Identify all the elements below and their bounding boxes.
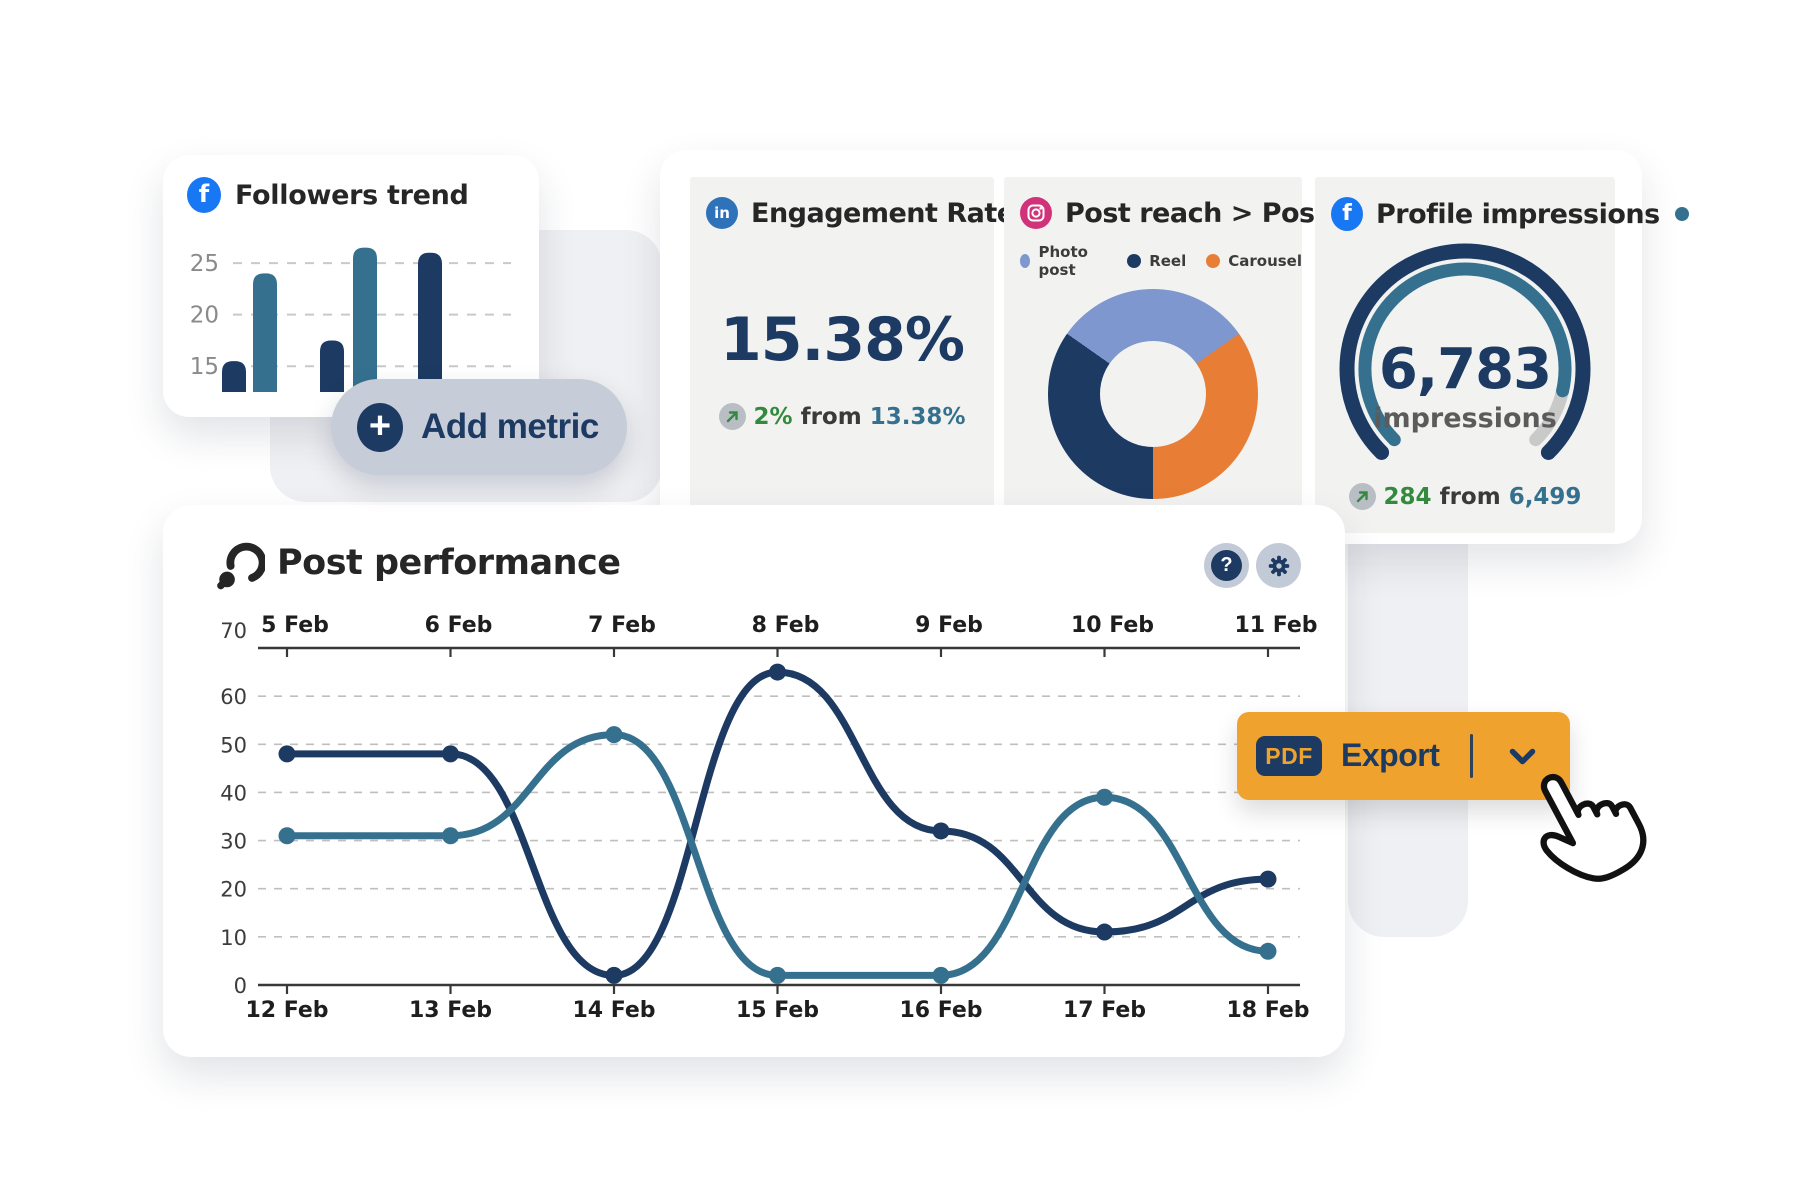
svg-text:30: 30 — [220, 830, 247, 854]
engagement-rate-card: in Engagement Rate 15.38% 2% from 13.38% — [690, 177, 1015, 507]
svg-text:15: 15 — [190, 354, 219, 380]
svg-text:5 Feb: 5 Feb — [261, 613, 329, 638]
donut-legend: Photo post Reel Carousel — [1020, 243, 1302, 279]
linkedin-icon: in — [706, 197, 738, 229]
export-button[interactable]: PDF Export — [1237, 712, 1570, 800]
svg-text:15 Feb: 15 Feb — [736, 998, 819, 1023]
gauge-icon — [217, 542, 265, 590]
svg-text:6 Feb: 6 Feb — [425, 613, 493, 638]
carousel-color-dot-icon — [1206, 254, 1221, 268]
legend-label: Carousel — [1228, 252, 1302, 270]
engagement-from-label: from — [800, 403, 862, 430]
followers-card-title: Followers trend — [235, 179, 469, 211]
svg-text:17 Feb: 17 Feb — [1063, 998, 1146, 1023]
svg-text:8 Feb: 8 Feb — [752, 613, 820, 638]
svg-text:9 Feb: 9 Feb — [915, 613, 983, 638]
impressions-gauge-chart — [1339, 243, 1591, 460]
photo-post-color-dot-icon — [1020, 254, 1031, 268]
impressions-card-header: f Profile impressions — [1331, 197, 1689, 231]
legend-label: Photo post — [1038, 243, 1088, 279]
metric-color-dot-icon — [1674, 207, 1689, 221]
impressions-card-title: Profile impressions — [1376, 198, 1660, 230]
facebook-icon: f — [187, 177, 221, 213]
svg-text:10 Feb: 10 Feb — [1071, 613, 1154, 638]
reel-color-dot-icon — [1127, 254, 1142, 268]
metrics-panel: in Engagement Rate 15.38% 2% from 13.38% — [660, 150, 1689, 544]
engagement-card-title: Engagement Rate — [751, 197, 1015, 229]
svg-text:20: 20 — [220, 878, 247, 902]
trend-up-icon — [718, 403, 746, 430]
svg-text:12 Feb: 12 Feb — [245, 998, 328, 1023]
impressions-delta: 284 — [1383, 483, 1432, 510]
svg-text:14 Feb: 14 Feb — [572, 998, 655, 1023]
post-performance-title: Post performance — [277, 543, 621, 583]
followers-card-header: f Followers trend — [187, 177, 469, 213]
impressions-change-indicator: 284 from 6,499 — [1315, 483, 1615, 510]
post-performance-line-chart: 0 10 20 30 40 50 60 70 5 Feb 12 Feb 6 Feb 13 Feb 7 F… — [220, 613, 1317, 1023]
svg-text:70: 70 — [220, 619, 247, 643]
engagement-previous-value: 13.38% — [869, 403, 966, 430]
plus-icon: + — [357, 402, 403, 452]
trend-up-icon — [1348, 483, 1376, 510]
settings-button[interactable] — [1256, 543, 1301, 588]
engagement-card-header: in Engagement Rate — [706, 197, 1015, 229]
svg-text:20: 20 — [190, 303, 219, 329]
svg-text:18 Feb: 18 Feb — [1226, 998, 1309, 1023]
svg-text:11 Feb: 11 Feb — [1234, 613, 1317, 638]
post-reach-donut-chart — [1048, 289, 1258, 499]
svg-text:16 Feb: 16 Feb — [899, 998, 982, 1023]
svg-text:60: 60 — [220, 685, 247, 709]
profile-impressions-card: f Profile impressions 6,783 impressions … — [1315, 177, 1689, 533]
gear-icon — [1268, 555, 1289, 576]
post-performance-card: Post performance ? 0 10 20 30 40 50 — [163, 505, 1345, 1057]
donut-hole — [1100, 341, 1206, 447]
add-metric-label: Add metric — [421, 407, 599, 446]
facebook-icon: f — [1331, 197, 1363, 231]
impressions-value: 6,783 — [1378, 337, 1552, 402]
engagement-change-indicator: 2% from 13.38% — [690, 403, 994, 430]
impressions-from-label: from — [1439, 483, 1501, 510]
svg-text:0: 0 — [234, 974, 247, 998]
add-metric-button[interactable]: + Add metric — [331, 379, 627, 475]
pdf-badge: PDF — [1256, 736, 1322, 776]
svg-text:40: 40 — [220, 781, 247, 805]
hand-cursor-icon — [1540, 773, 1647, 882]
legend-item-carousel[interactable]: Carousel — [1206, 252, 1302, 270]
help-button[interactable]: ? — [1204, 543, 1249, 588]
svg-text:50: 50 — [220, 733, 247, 757]
export-divider — [1470, 734, 1473, 778]
instagram-icon — [1020, 197, 1052, 229]
legend-item-photo-post[interactable]: Photo post — [1020, 243, 1107, 279]
legend-item-reel[interactable]: Reel — [1127, 252, 1186, 270]
svg-text:25: 25 — [190, 251, 219, 277]
followers-trend-card: f Followers trend 25 20 15 — [163, 155, 539, 417]
engagement-rate-value: 15.38% — [720, 305, 965, 375]
export-label: Export — [1341, 737, 1440, 773]
chevron-down-icon[interactable] — [1509, 748, 1536, 766]
post-reach-card: Post reach > Post type Photo post Reel C… — [1004, 177, 1403, 507]
svg-text:13 Feb: 13 Feb — [409, 998, 492, 1023]
engagement-delta: 2% — [753, 403, 793, 430]
question-mark-icon: ? — [1211, 550, 1242, 581]
svg-text:7 Feb: 7 Feb — [588, 613, 656, 638]
legend-label: Reel — [1149, 252, 1187, 270]
impressions-unit-label: impressions — [1373, 403, 1557, 434]
svg-text:10: 10 — [220, 926, 247, 950]
impressions-previous-value: 6,499 — [1508, 483, 1582, 510]
followers-trend-bar-chart: 25 20 15 — [190, 247, 511, 392]
